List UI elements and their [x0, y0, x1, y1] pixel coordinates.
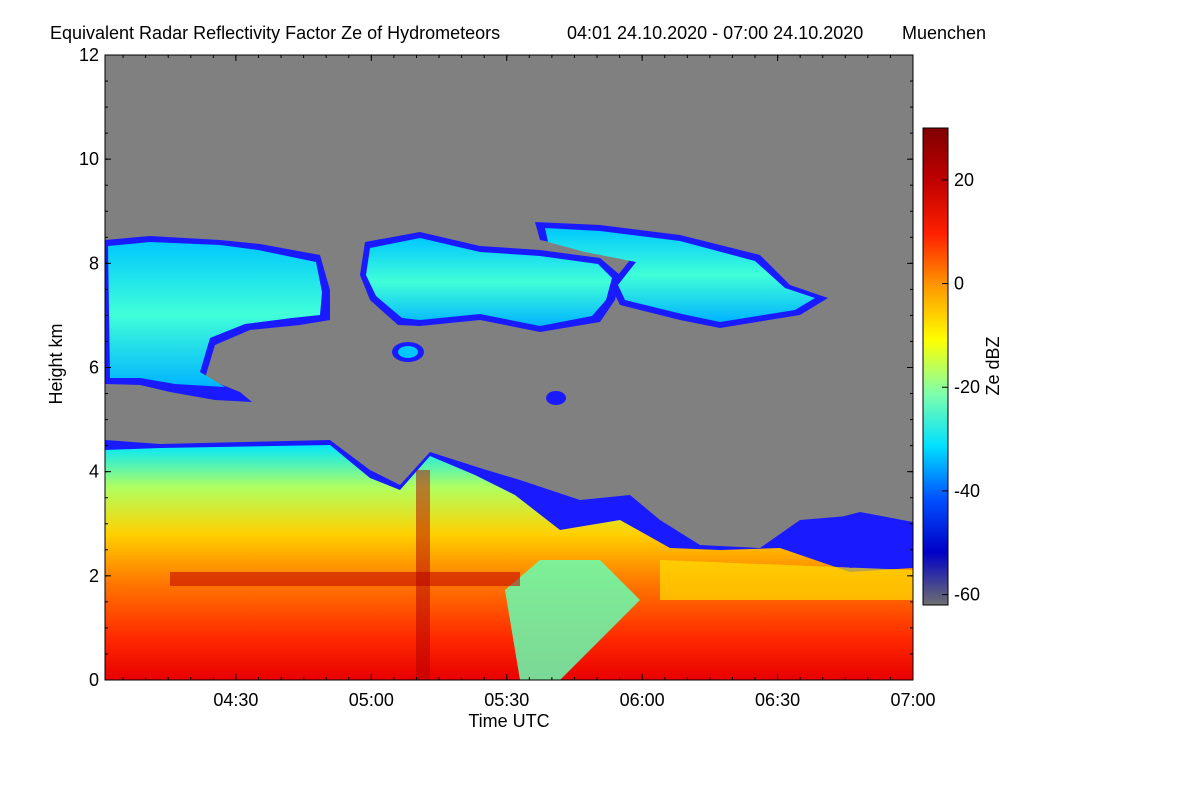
colorbar-label: Ze dBZ: [983, 336, 1003, 395]
chart-title: Equivalent Radar Reflectivity Factor Ze …: [50, 23, 500, 43]
y-tick-label: 2: [89, 566, 99, 586]
y-tick-label: 6: [89, 358, 99, 378]
lower-layer: [105, 445, 913, 680]
low-dbz-gap: [505, 560, 640, 680]
colorbar: -60 -40 -20 0 20 Ze dBZ: [922, 127, 1003, 606]
colorbar-tick-label: -40: [954, 481, 980, 501]
colorbar-gradient: [922, 127, 949, 606]
y-axis-label: Height km: [46, 323, 66, 404]
x-tick-label: 07:00: [890, 690, 935, 710]
bright-band: [170, 572, 520, 586]
right-low-band: [660, 560, 913, 600]
colorbar-ticks: -60 -40 -20 0 20: [942, 170, 980, 605]
x-tick-label: 05:00: [349, 690, 394, 710]
upper-layer-left: [108, 242, 322, 387]
y-tick-label: 8: [89, 253, 99, 273]
x-tick-label: 05:30: [484, 690, 529, 710]
time-range-label: 04:01 24.10.2020 - 07:00 24.10.2020: [567, 23, 863, 43]
cloud-fragment-2: [546, 391, 566, 405]
x-axis-label: Time UTC: [468, 711, 549, 731]
y-tick-label: 4: [89, 462, 99, 482]
x-tick-label: 06:00: [620, 690, 665, 710]
cloud-fragment-core: [398, 346, 418, 358]
x-axis: 04:30 05:00 05:30 06:00 06:30 07:00: [122, 55, 936, 710]
x-tick-label: 06:30: [755, 690, 800, 710]
x-tick-label: 04:30: [213, 690, 258, 710]
right-low-cloud-edge: [810, 512, 913, 568]
upper-layer-middle: [366, 238, 612, 326]
y-axis: 0 2 4 6 8 10 12: [79, 45, 913, 690]
bright-band-core: [416, 470, 430, 680]
station-label: Muenchen: [902, 23, 986, 43]
y-tick-label: 0: [89, 670, 99, 690]
y-tick-label: 12: [79, 45, 99, 65]
upper-layer-right: [545, 228, 815, 322]
colorbar-tick-label: -20: [954, 377, 980, 397]
colorbar-tick-label: 20: [954, 170, 974, 190]
plot-area: [104, 54, 914, 681]
colorbar-tick-label: -60: [954, 585, 980, 605]
colorbar-tick-label: 0: [954, 274, 964, 294]
y-tick-label: 10: [79, 149, 99, 169]
